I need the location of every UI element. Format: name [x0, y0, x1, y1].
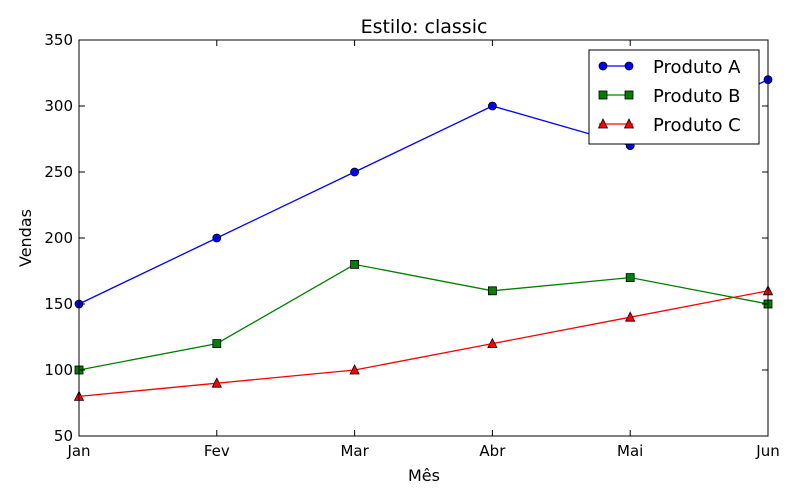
y-tick-label: 200 [44, 229, 73, 247]
legend-label: Produto C [653, 115, 741, 136]
legend-marker [623, 118, 635, 129]
x-tick-label: Jun [755, 442, 779, 460]
legend-item: Produto A [598, 57, 741, 78]
y-tick-label: 100 [44, 361, 73, 379]
x-tick-label: Mai [617, 442, 643, 460]
chart-title: Estilo: classic [361, 16, 488, 38]
y-tick-label: 300 [44, 97, 73, 115]
ticks-layer: Jan Fev Mar Abr Mai Jun 50 100 150 200 250 300 350 [44, 31, 779, 460]
legend-marker [597, 118, 609, 129]
y-tick-label: 250 [44, 163, 73, 181]
data-point-3-2 [211, 377, 222, 388]
x-tick-label: Fev [204, 442, 230, 460]
legend-marker [598, 90, 608, 100]
x-tick-label: Abr [479, 442, 506, 460]
legend-item: Produto C [597, 115, 741, 136]
y-tick-label: 150 [44, 295, 73, 313]
data-point-3-4 [487, 337, 498, 349]
legend-marker [624, 90, 634, 100]
legend-marker [624, 61, 634, 71]
y-tick-label: 50 [54, 427, 73, 445]
data-point-2-5 [625, 273, 635, 283]
x-axis-label: Mês [408, 466, 440, 485]
series-3 [73, 284, 774, 401]
series-line-3 [78, 290, 769, 398]
data-point-3-3 [349, 364, 360, 375]
legend: Produto A Produto B Produto C [588, 49, 760, 145]
data-point-2-3 [350, 259, 360, 269]
data-point-3-5 [625, 311, 636, 322]
data-point-1-4 [487, 101, 497, 111]
legend-marker [598, 61, 608, 71]
y-axis-label: Vendas [16, 209, 35, 267]
legend-label: Produto B [653, 86, 741, 107]
data-point-1-2 [212, 233, 222, 243]
y-tick-label: 350 [44, 31, 73, 49]
legend-item: Produto B [598, 86, 741, 107]
series-line-2 [78, 263, 769, 371]
data-point-2-4 [487, 286, 497, 296]
x-tick-label: Mar [340, 442, 369, 460]
x-tick-label: Jan [66, 442, 90, 460]
data-point-2-2 [212, 339, 222, 349]
legend-label: Produto A [653, 57, 741, 78]
data-point-1-3 [350, 167, 360, 177]
